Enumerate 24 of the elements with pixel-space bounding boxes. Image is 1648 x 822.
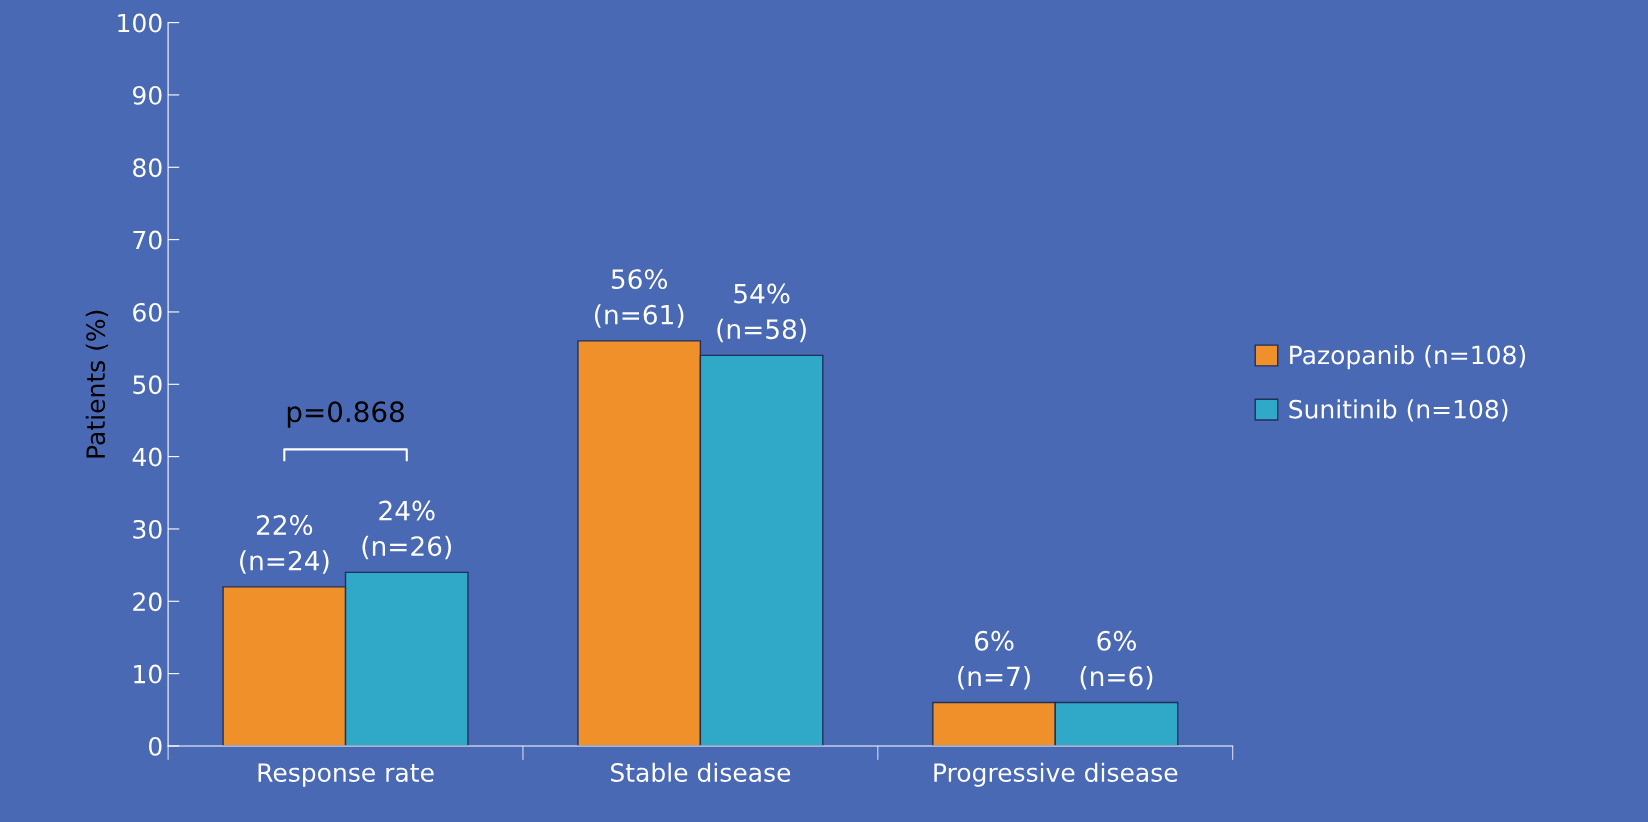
y-axis-title: Patients (%): [85, 310, 109, 458]
legend-label: Pazopanib (n=108): [1290, 345, 1526, 370]
y-tick-label: 0: [148, 736, 162, 756]
annotation: p=0.868: [287, 401, 404, 428]
y-tick-label: 10: [134, 664, 162, 684]
data-label: 24% (n=26): [362, 500, 451, 560]
y-tick-label: 50: [133, 375, 162, 395]
y-tick-label: 90: [133, 85, 162, 105]
data-label: 6% (n=7): [958, 630, 1030, 690]
data-label: 56% (n=61): [594, 269, 684, 328]
data-label: 22% (n=24): [240, 515, 329, 574]
legend-label: Sunitinib (n=108): [1289, 399, 1508, 422]
y-tick-label: 70: [133, 230, 162, 250]
data-label: 6% (n=6): [1080, 630, 1153, 690]
y-tick-label: 20: [133, 592, 162, 612]
y-tick-label: 100: [118, 13, 162, 33]
y-tick-label: 40: [132, 447, 162, 467]
x-tick-label: Response rate: [258, 763, 434, 787]
x-tick-label: Stable disease: [611, 762, 791, 782]
x-tick-label: Progressive disease: [934, 762, 1178, 787]
y-tick-label: 30: [133, 519, 162, 539]
data-label: 54% (n=58): [717, 283, 806, 343]
y-tick-label: 60: [133, 302, 162, 322]
y-tick-label: 80: [133, 158, 162, 178]
